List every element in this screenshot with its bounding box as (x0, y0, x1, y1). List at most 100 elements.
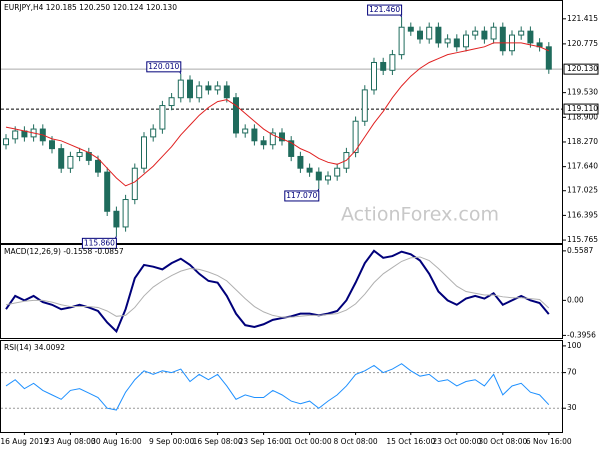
candle-body (352, 120, 359, 154)
y-tick-label: 0.00 (567, 295, 584, 304)
candle-body (444, 38, 451, 44)
price-label-box (563, 103, 599, 115)
candle-body (288, 140, 295, 157)
candle-body (49, 140, 55, 150)
candle-body (472, 30, 479, 36)
y-tick-label: 0.5587 (567, 246, 593, 255)
candle-body (389, 54, 396, 71)
annotation-box (284, 190, 320, 202)
candle-body (269, 132, 276, 146)
x-tick-label: 16 Aug 2019 (0, 437, 48, 446)
panel-frame (0, 244, 563, 339)
candle-body (113, 210, 120, 228)
panel-title: EURJPY,H4 120.185 120.250 120.124 120.13… (4, 3, 177, 12)
candle-body (481, 30, 488, 40)
candle-body (76, 152, 83, 157)
candle-body (12, 130, 19, 140)
candle-body (435, 26, 442, 44)
x-tick-label: 23 Aug 08:00 (45, 437, 96, 446)
candle-body (205, 85, 212, 91)
candle-body (141, 136, 147, 169)
candle-body (104, 171, 111, 212)
candle-body (233, 97, 239, 134)
x-tick-label: 23 Sep 16:00 (239, 437, 289, 446)
panel-frame (0, 0, 563, 244)
candle-body (131, 167, 138, 201)
candle-body (306, 167, 313, 173)
x-tick-label: 8 Oct 08:00 (334, 437, 378, 446)
annotation-label: 117.070 (286, 191, 317, 200)
candle-body (159, 105, 166, 130)
candle-body (223, 85, 230, 99)
x-tick-label: 15 Oct 16:00 (386, 437, 435, 446)
candle-body (187, 79, 193, 99)
candle-body (527, 30, 534, 44)
candle-body (251, 128, 258, 142)
candle-body (168, 97, 175, 107)
candle-body (463, 34, 469, 48)
x-tick-label: 9 Sep 00:00 (149, 437, 195, 446)
candle-body (380, 61, 387, 71)
y-tick-label: -0.3956 (567, 330, 596, 339)
annotation-leader (400, 14, 403, 18)
annotation-box (81, 237, 117, 249)
y-tick-label: 119.530 (567, 88, 598, 97)
x-tick-label: 30 Oct 08:00 (478, 437, 527, 446)
annotation-leader (317, 188, 320, 192)
candle-body (417, 30, 423, 40)
x-tick-label: 30 Aug 16:00 (91, 437, 142, 446)
candle-body (371, 61, 377, 91)
y-tick-label: 115.765 (567, 235, 598, 244)
y-tick-label: 116.395 (567, 210, 598, 219)
annotation-leader (179, 71, 182, 75)
candle-body (453, 38, 460, 48)
candle-body (499, 26, 506, 52)
x-tick-label: 23 Oct 00:00 (432, 437, 481, 446)
candle-body (3, 138, 9, 146)
x-tick-label: 6 Nov 16:00 (526, 437, 572, 446)
candle-body (150, 128, 157, 138)
price-label: 120.130 (567, 64, 598, 73)
candle-body (426, 26, 433, 40)
moving-average (5, 42, 549, 187)
annotation-box (367, 4, 403, 16)
candle-body (260, 140, 267, 146)
y-tick-label: 70 (567, 368, 577, 377)
x-tick-label: 16 Sep 08:00 (193, 437, 243, 446)
y-tick-label: 117.640 (567, 162, 598, 171)
candle-body (490, 26, 497, 40)
candle-body (518, 30, 525, 36)
y-tick-label: 118.900 (567, 112, 598, 121)
panel-title: RSI(14) 34.0092 (4, 343, 65, 352)
watermark: ActionForex.com (341, 204, 499, 226)
candle-body (297, 155, 304, 169)
candle-body (279, 132, 285, 142)
candle-body (398, 26, 405, 56)
candle-body (214, 85, 221, 91)
annotation-leader (114, 236, 117, 239)
candle-body (67, 155, 74, 169)
price-label: 119.110 (567, 104, 598, 113)
candle-body (325, 175, 331, 181)
indicator-line (5, 249, 550, 334)
price-label-box (563, 63, 599, 75)
annotation-label: 115.860 (84, 238, 115, 247)
candle-body (545, 46, 552, 70)
y-tick-label: 118.270 (567, 137, 598, 146)
indicator-line (5, 363, 550, 411)
indicator-line (5, 256, 550, 318)
candle-body (122, 199, 129, 228)
candle-body (407, 26, 414, 32)
candle-body (315, 171, 322, 181)
annotation-box (146, 61, 182, 73)
annotation-label: 120.010 (148, 62, 179, 71)
annotation-label: 121.460 (369, 5, 400, 14)
y-tick-label: 117.025 (567, 186, 598, 195)
y-tick-label: 121.415 (567, 14, 598, 23)
y-tick-label: 30 (567, 403, 577, 412)
candle-body (242, 128, 249, 134)
y-tick-label: 100 (567, 341, 582, 350)
panel-title: MACD(12,26,9) -0.1558 -0.0857 (4, 247, 124, 256)
y-tick-label: 120.775 (567, 39, 598, 48)
